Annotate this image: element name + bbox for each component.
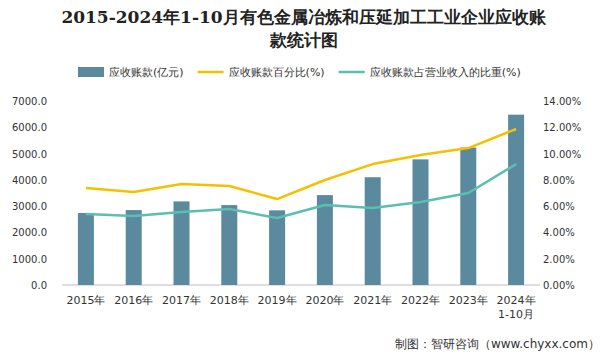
x-tick-line: 2017年 [162, 294, 201, 307]
y-tick-label: 1000.0 [12, 254, 47, 265]
x-tick-label: 2016年 [114, 294, 153, 307]
y-tick-label: 6000.0 [12, 122, 47, 133]
x-tick-line: 2019年 [258, 294, 297, 307]
y2-tick-label: 6.00% [543, 201, 575, 212]
x-tick-label: 2015年 [66, 294, 105, 307]
y2-tick-label: 4.00% [543, 227, 575, 238]
x-tick-label: 2018年 [210, 294, 249, 307]
y-tick-label: 0.0 [31, 280, 47, 291]
legend-swatch [198, 71, 224, 74]
legend-swatch [78, 67, 104, 77]
y-tick-label: 2000.0 [12, 227, 47, 238]
y-tick-label: 7000.0 [12, 96, 47, 107]
bar [78, 213, 94, 285]
line [86, 164, 516, 218]
x-tick-label: 2019年 [258, 294, 297, 307]
bar [508, 115, 524, 285]
y2-tick-label: 2.00% [543, 254, 575, 265]
y2-tick-label: 12.00% [543, 122, 581, 133]
legend-label: 应收账款占营业收入的比重(%) [370, 66, 521, 79]
bar [365, 177, 381, 285]
x-tick-label: 2024年1-10月 [497, 294, 536, 321]
bar [126, 210, 142, 285]
x-tick-line: 1-10月 [498, 308, 534, 321]
title: 2015-2024年1-10月有色金属冶炼和压延加工工业企业应收账款统计图 [60, 6, 547, 52]
legend-label: 应收账款百分比(%) [229, 66, 325, 79]
x-tick-label: 2017年 [162, 294, 201, 307]
bar [460, 148, 476, 285]
plot-svg: 0.0 1000.0 2000.0 3000.0 4000.0 5000.0 6000.0 7… [0, 0, 607, 359]
source-note: 制图：智研咨询（www.chyxx.com） [395, 337, 600, 351]
bar [269, 210, 285, 285]
legend-swatch [339, 71, 365, 74]
y2-tick-label: 0.00% [543, 280, 575, 291]
line [86, 129, 516, 199]
y-tick-label: 3000.0 [12, 201, 47, 212]
bar [174, 201, 190, 285]
x-tick-line: 2018年 [210, 294, 249, 307]
y2-tick-label: 10.00% [543, 149, 581, 160]
x-tick-line: 2016年 [114, 294, 153, 307]
x-tick-label: 2023年 [449, 294, 488, 307]
x-tick-line: 2023年 [449, 294, 488, 307]
x-tick-line: 2021年 [353, 294, 392, 307]
chart: 2015-2024年1-10月有色金属冶炼和压延加工工业企业应收账款统计图 0.… [0, 0, 607, 359]
x-tick-line: 2022年 [401, 294, 440, 307]
y2-tick-label: 14.00% [543, 96, 581, 107]
bar [317, 195, 333, 285]
bar [221, 205, 237, 285]
x-tick-line: 2024年 [497, 294, 536, 307]
x-tick-line: 2015年 [66, 294, 105, 307]
x-tick-label: 2020年 [305, 294, 344, 307]
y-tick-label: 4000.0 [12, 175, 47, 186]
x-tick-label: 2021年 [353, 294, 392, 307]
y-tick-label: 5000.0 [12, 149, 47, 160]
x-tick-label: 2022年 [401, 294, 440, 307]
marks [78, 115, 524, 285]
y2-tick-label: 8.00% [543, 175, 575, 186]
legend-label: 应收账款(亿元) [109, 66, 184, 79]
bar [413, 159, 429, 285]
x-tick-line: 2020年 [305, 294, 344, 307]
